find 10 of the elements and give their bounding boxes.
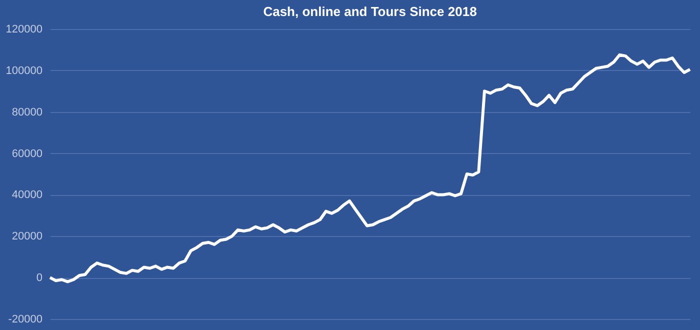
line-series bbox=[48, 53, 692, 284]
y-tick-label: 20000 bbox=[12, 230, 42, 243]
y-tick-label: 0 bbox=[36, 272, 42, 284]
y-tick-label: 120000 bbox=[6, 24, 42, 36]
y-tick-label: 80000 bbox=[12, 106, 42, 118]
y-tick-label: 60000 bbox=[12, 148, 42, 160]
y-tick-label: -20000 bbox=[8, 314, 42, 326]
y-tick-label: 40000 bbox=[12, 189, 42, 202]
y-tick-label: 100000 bbox=[6, 64, 42, 77]
chart-title: Cash, online and Tours Since 2018 bbox=[263, 4, 477, 19]
